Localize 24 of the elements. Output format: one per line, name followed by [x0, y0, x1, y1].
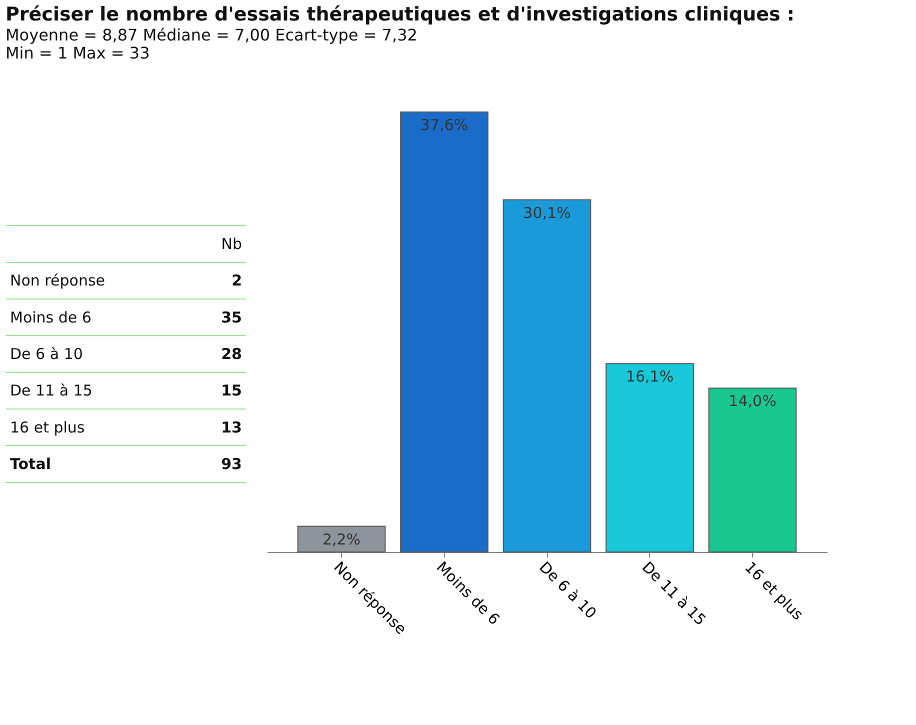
data-label: 30,1%: [523, 204, 571, 222]
text: 28: [221, 345, 242, 363]
data-label: 37,6%: [420, 116, 468, 134]
text: Nb: [221, 235, 242, 253]
text: 93: [221, 455, 242, 473]
text: Total: [10, 455, 51, 473]
category-label: 16 et plus: [10, 418, 85, 436]
category-label: De 11 à 15: [10, 382, 92, 400]
data-label: 16,1%: [626, 368, 674, 386]
category-label: Non réponse: [10, 272, 105, 290]
data-label: 2,2%: [322, 530, 361, 548]
text: 13: [221, 418, 242, 436]
text: Min = 1 Max = 33: [6, 44, 150, 62]
x-tick-label: 16 et plus: [741, 558, 807, 624]
text: 15: [221, 382, 242, 400]
category-label: De 6 à 10: [10, 345, 83, 363]
data-label: 14,0%: [728, 392, 776, 410]
x-tick-label: De 6 à 10: [536, 558, 600, 622]
category-label: Moins de 6: [10, 308, 92, 326]
chart-subtitle: Moyenne = 8,87 Médiane = 7,00 Ecart-type = 7,32: [6, 26, 418, 44]
chart-title: Préciser le nombre d'essais thérapeutiques et d'investigations cliniques :: [6, 4, 795, 26]
x-tick-label: De 11 à 15: [638, 558, 710, 630]
text: 35: [221, 308, 242, 326]
text: 2: [232, 272, 242, 290]
